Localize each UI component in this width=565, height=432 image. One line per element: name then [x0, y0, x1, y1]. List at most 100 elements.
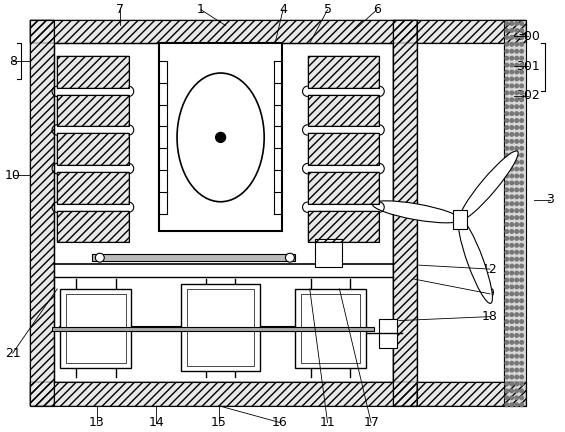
Circle shape [505, 140, 508, 143]
Bar [308, 133, 379, 165]
Circle shape [520, 313, 523, 316]
Circle shape [510, 91, 514, 95]
Circle shape [520, 209, 523, 213]
Circle shape [510, 167, 514, 171]
Circle shape [505, 278, 508, 282]
Bar [66, 294, 125, 363]
Circle shape [505, 347, 508, 351]
Circle shape [510, 264, 514, 268]
Circle shape [510, 29, 514, 32]
Circle shape [505, 77, 508, 81]
Circle shape [505, 49, 508, 53]
Circle shape [515, 98, 519, 102]
Circle shape [515, 285, 519, 289]
Circle shape [510, 320, 514, 323]
Circle shape [520, 354, 523, 358]
Bar [308, 95, 379, 127]
Bar [393, 19, 416, 406]
Circle shape [510, 362, 514, 365]
Ellipse shape [372, 201, 460, 223]
Circle shape [520, 389, 523, 393]
Circle shape [520, 257, 523, 261]
Circle shape [515, 347, 519, 351]
Bar [416, 19, 525, 43]
Bar [31, 19, 416, 43]
Circle shape [520, 84, 523, 88]
Text: 300: 300 [516, 30, 540, 43]
Circle shape [505, 285, 508, 289]
Circle shape [505, 327, 508, 330]
Circle shape [505, 230, 508, 233]
Circle shape [505, 160, 508, 164]
Circle shape [505, 354, 508, 358]
Circle shape [520, 320, 523, 323]
Circle shape [505, 403, 508, 407]
Circle shape [510, 327, 514, 330]
Text: 4: 4 [279, 3, 287, 16]
Circle shape [510, 278, 514, 282]
Circle shape [510, 119, 514, 122]
Circle shape [520, 167, 523, 171]
Bar [301, 294, 360, 363]
Circle shape [520, 35, 523, 39]
Text: 16: 16 [272, 416, 288, 429]
Circle shape [515, 153, 519, 157]
Bar [57, 172, 128, 204]
Circle shape [510, 292, 514, 295]
Circle shape [520, 22, 523, 25]
Circle shape [515, 91, 519, 95]
Text: 301: 301 [516, 60, 540, 73]
Circle shape [505, 202, 508, 206]
Circle shape [515, 278, 519, 282]
Bar [181, 284, 260, 371]
Circle shape [520, 181, 523, 185]
Circle shape [520, 271, 523, 275]
Circle shape [505, 271, 508, 275]
Circle shape [510, 174, 514, 178]
Circle shape [510, 396, 514, 400]
Circle shape [520, 396, 523, 400]
Circle shape [515, 202, 519, 206]
Circle shape [505, 181, 508, 185]
Bar [416, 382, 525, 406]
Circle shape [515, 22, 519, 25]
Circle shape [520, 237, 523, 240]
Circle shape [510, 77, 514, 81]
Bar [416, 19, 525, 43]
Circle shape [510, 133, 514, 136]
Circle shape [505, 29, 508, 32]
Bar [54, 43, 393, 382]
Circle shape [505, 112, 508, 115]
Circle shape [520, 216, 523, 219]
Circle shape [515, 271, 519, 275]
Circle shape [515, 251, 519, 254]
Circle shape [515, 35, 519, 39]
Circle shape [505, 57, 508, 60]
Bar [308, 56, 379, 88]
Circle shape [520, 140, 523, 143]
Bar [308, 211, 379, 242]
Circle shape [520, 244, 523, 247]
Circle shape [505, 216, 508, 219]
Circle shape [520, 160, 523, 164]
Circle shape [515, 306, 519, 309]
Circle shape [510, 375, 514, 379]
Bar [453, 210, 467, 229]
Circle shape [510, 202, 514, 206]
Circle shape [510, 237, 514, 240]
Circle shape [505, 146, 508, 150]
Circle shape [505, 119, 508, 122]
Circle shape [510, 112, 514, 115]
Circle shape [510, 313, 514, 316]
Circle shape [510, 403, 514, 407]
Circle shape [515, 209, 519, 213]
Bar [57, 211, 128, 242]
Circle shape [510, 153, 514, 157]
Circle shape [510, 49, 514, 53]
Text: 3: 3 [546, 193, 554, 206]
Circle shape [505, 299, 508, 302]
Bar [315, 239, 342, 267]
Circle shape [505, 64, 508, 67]
Circle shape [515, 167, 519, 171]
Circle shape [510, 230, 514, 233]
